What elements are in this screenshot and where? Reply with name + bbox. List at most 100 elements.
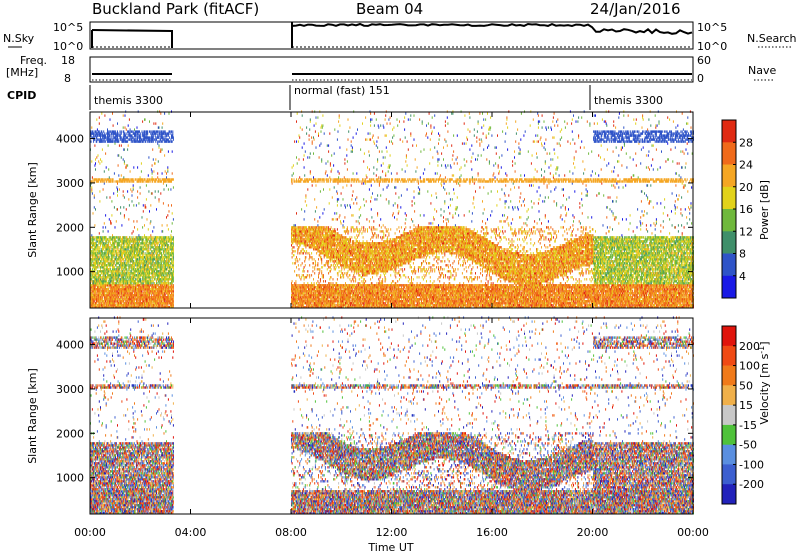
- range-cell: [122, 126, 124, 129]
- range-cell: [111, 138, 113, 141]
- range-cell: [100, 264, 102, 267]
- range-cell: [94, 292, 96, 295]
- range-cell: [120, 248, 122, 251]
- range-cell: [94, 272, 96, 275]
- range-cell: [99, 242, 101, 245]
- range-cell: [110, 238, 112, 241]
- range-cell: [120, 274, 122, 277]
- range-cell: [144, 178, 146, 181]
- range-cell: [95, 292, 96, 295]
- range-cell: [118, 276, 120, 279]
- range-cell: [113, 302, 115, 305]
- range-cell: [110, 260, 112, 263]
- range-cell: [118, 292, 120, 295]
- range-cell: [115, 276, 117, 279]
- range-cell: [100, 286, 101, 289]
- range-cell: [109, 284, 111, 287]
- range-cell: [101, 244, 103, 247]
- range-cell: [145, 206, 147, 209]
- range-cell: [115, 236, 117, 239]
- range-cell: [93, 264, 95, 267]
- range-cell: [115, 130, 117, 133]
- range-cell: [120, 266, 122, 269]
- range-cell: [98, 286, 100, 289]
- range-cell: [94, 224, 96, 227]
- range-cell: [120, 290, 122, 293]
- range-cell: [114, 180, 116, 183]
- range-cell: [112, 292, 114, 295]
- range-cell: [98, 140, 100, 143]
- range-cell: [105, 306, 107, 309]
- range-cell: [105, 280, 107, 283]
- range-cell: [299, 126, 301, 129]
- range-cell: [120, 242, 122, 245]
- range-cell: [125, 164, 127, 167]
- range-cell: [120, 246, 122, 249]
- range-cell: [92, 260, 94, 263]
- range-cell: [103, 298, 105, 301]
- range-cell: [120, 156, 122, 159]
- range-cell: [100, 242, 102, 245]
- range-cell: [95, 300, 97, 303]
- range-cell: [113, 294, 115, 297]
- range-cell: [105, 294, 107, 297]
- range-cell: [118, 274, 120, 277]
- range-cell: [103, 140, 105, 143]
- range-cell: [107, 246, 108, 249]
- range-cell: [107, 288, 109, 291]
- range-cell: [91, 260, 93, 263]
- range-cell: [114, 278, 116, 281]
- range-cell: [96, 298, 98, 301]
- range-cell: [95, 306, 97, 309]
- range-cell: [111, 244, 113, 247]
- range-cell: [110, 140, 112, 143]
- range-cell: [91, 242, 93, 245]
- range-cell: [108, 284, 110, 287]
- range-cell: [154, 196, 156, 199]
- range-cell: [91, 254, 93, 257]
- range-cell: [110, 280, 112, 283]
- range-cell: [111, 306, 113, 309]
- range-cell: [96, 262, 98, 265]
- range-cell: [301, 208, 303, 211]
- range-cell: [114, 226, 116, 229]
- range-cell: [91, 258, 93, 261]
- range-cell: [115, 274, 117, 277]
- range-cell: [93, 294, 95, 297]
- range-cell: [112, 238, 114, 241]
- range-cell: [120, 250, 122, 253]
- range-cell: [110, 276, 112, 279]
- range-cell: [169, 130, 171, 133]
- range-cell: [117, 294, 119, 297]
- range-cell: [105, 298, 107, 301]
- range-cell: [111, 134, 113, 137]
- range-cell: [112, 274, 113, 277]
- range-cell: [110, 274, 112, 277]
- range-cell: [106, 238, 108, 241]
- range-cell: [101, 292, 103, 295]
- range-cell: [106, 284, 108, 287]
- range-cell: [111, 296, 113, 299]
- range-cell: [103, 248, 105, 251]
- range-cell: [116, 252, 118, 255]
- range-cell: [108, 130, 110, 133]
- range-cell: [150, 220, 152, 223]
- range-cell: [119, 286, 121, 289]
- range-cell: [157, 172, 159, 175]
- range-cell: [109, 270, 111, 273]
- range-cell: [97, 304, 99, 307]
- range-cell: [104, 300, 106, 303]
- range-cell: [100, 298, 102, 301]
- range-cell: [109, 274, 111, 277]
- range-cell: [110, 304, 112, 307]
- range-cell: [115, 136, 117, 139]
- range-cell: [103, 276, 105, 279]
- range-cell: [116, 134, 118, 137]
- range-cell: [108, 304, 110, 307]
- range-cell: [148, 190, 150, 193]
- range-cell: [112, 272, 113, 275]
- freq-label-line2: [MHz]: [6, 66, 38, 79]
- range-cell: [100, 236, 102, 239]
- range-cell: [91, 132, 93, 135]
- range-cell: [95, 306, 96, 309]
